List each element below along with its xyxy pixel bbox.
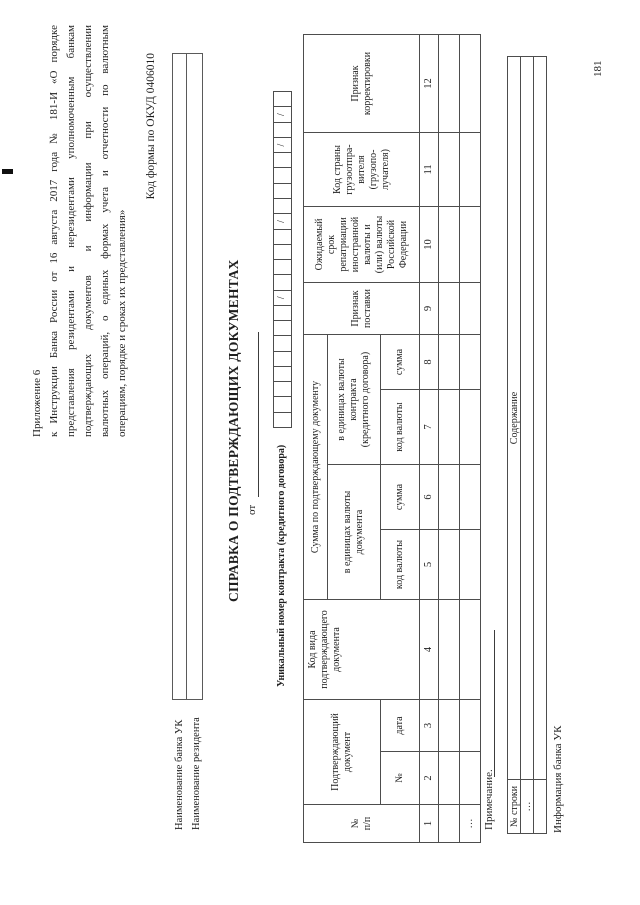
date-prefix: от <box>246 504 258 515</box>
unk-cell <box>274 351 291 367</box>
header-col5-8-span: Сумма по подтверждающему документу <box>303 334 328 600</box>
date-underline <box>258 332 259 497</box>
note-content-cell <box>520 56 534 780</box>
unk-separator-cell: / <box>274 214 291 230</box>
appendix-reference: Приложение 6 к Инструкции Банка России о… <box>29 25 131 437</box>
unk-cell <box>274 397 291 413</box>
unk-cell <box>274 275 291 291</box>
unk-cell <box>274 244 291 261</box>
column-number-cell: 11 <box>419 132 439 207</box>
column-number-cell: 6 <box>419 464 439 530</box>
note-ellipsis-cell: … <box>520 779 534 834</box>
header-col5: код валюты <box>380 529 420 600</box>
column-number-cell: 7 <box>419 389 439 465</box>
unk-separator-cell: / <box>274 137 291 154</box>
bank-info-label: Информация банка УК <box>552 725 564 833</box>
header-col8: сумма <box>380 334 420 390</box>
unk-cell <box>274 336 291 352</box>
header-col12: Признак корректировки <box>303 34 420 133</box>
header-col11: Код страны грузоотпра- вителя (грузопо- … <box>303 132 420 207</box>
note-content-cell <box>533 56 547 780</box>
note-heading-underline <box>494 630 495 777</box>
unk-cell-grid: / / / / <box>273 91 292 428</box>
appendix-line: Приложение 6 <box>31 369 43 437</box>
column-number-cell: 2 <box>419 751 439 805</box>
ellipsis-row: … <box>459 34 481 843</box>
note-content-header: Содержание <box>507 56 521 780</box>
resident-name-label: Наименование резидента <box>191 717 202 830</box>
ellipsis-cell: … <box>459 804 481 843</box>
header-col6: сумма <box>380 464 420 530</box>
unk-label: Уникальный номер контракта (кредитного д… <box>276 444 287 687</box>
column-number-cell: 5 <box>419 529 439 600</box>
header-col3: дата <box>380 699 420 752</box>
note-row-number-header: № строки <box>507 779 521 834</box>
column-number-cell: 3 <box>419 699 439 752</box>
appendix-line: операциям, порядке и сроках их представл… <box>116 209 128 437</box>
resident-name-field <box>186 53 203 700</box>
unk-cell <box>274 183 291 200</box>
okud-code-line: Код формы по ОКУД 0406010 <box>145 53 157 200</box>
page-number: 181 <box>592 60 604 78</box>
note-table: № строки Содержание … <box>507 56 547 834</box>
unk-cell <box>274 122 291 138</box>
column-number-cell: 12 <box>419 34 439 133</box>
header-col9: Признак поставки <box>303 282 420 335</box>
appendix-line: к Инструкции Банка России от 16 августа … <box>48 25 60 437</box>
unk-cell <box>274 199 291 215</box>
unk-cell <box>274 305 291 322</box>
header-col2-3-span: Подтверждающий документ <box>303 699 381 805</box>
header-col1: № п/п <box>303 804 420 843</box>
unk-cell <box>274 229 291 245</box>
column-number-cell: 1 <box>419 804 439 843</box>
appendix-line: валютных операций, о единых формах учета… <box>99 25 111 437</box>
header-col4: Код вида подтверждающего документа <box>303 599 420 700</box>
header-col7-8-span: в единицах валюты контракта (кредитного … <box>327 334 381 465</box>
column-number-cell: 4 <box>419 599 439 700</box>
column-number-cell: 8 <box>419 334 439 390</box>
empty-data-row <box>438 34 460 843</box>
unk-cell <box>274 413 291 427</box>
appendix-line: представления резидентами и нерезидентам… <box>65 25 77 437</box>
note-row-number-cell <box>533 779 547 834</box>
column-number-row: 1 2 3 4 5 6 7 8 9 10 11 12 <box>419 34 439 843</box>
unk-cell <box>274 382 291 398</box>
unk-separator-cell: / <box>274 107 291 123</box>
unk-cell <box>274 92 291 108</box>
column-number-cell: 9 <box>419 282 439 335</box>
scan-artifact-mark <box>2 169 13 174</box>
column-number-cell: 10 <box>419 206 439 283</box>
header-col2: № <box>380 751 420 805</box>
unk-cell <box>274 260 291 276</box>
unk-separator-cell: / <box>274 290 291 306</box>
appendix-line: подтверждающих документов и информации п… <box>82 25 94 437</box>
bank-name-label: Наименование банка УК <box>174 719 185 830</box>
supporting-docs-table: № п/п Подтверждающий документ Код вида п… <box>303 34 481 843</box>
header-col10: Ожидаемый срок репатриации иностранной в… <box>303 206 420 283</box>
unk-cell <box>274 321 291 337</box>
unk-cell <box>274 168 291 184</box>
unk-cell <box>274 153 291 169</box>
unk-cell <box>274 366 291 383</box>
header-col5-6-span: в единицах валюты документа <box>327 464 381 600</box>
form-title: СПРАВКА О ПОДТВЕРЖДАЮЩИХ ДОКУМЕНТАХ <box>226 259 241 602</box>
note-heading: Примечание. <box>483 769 495 830</box>
header-col7: код валюты <box>380 389 420 465</box>
